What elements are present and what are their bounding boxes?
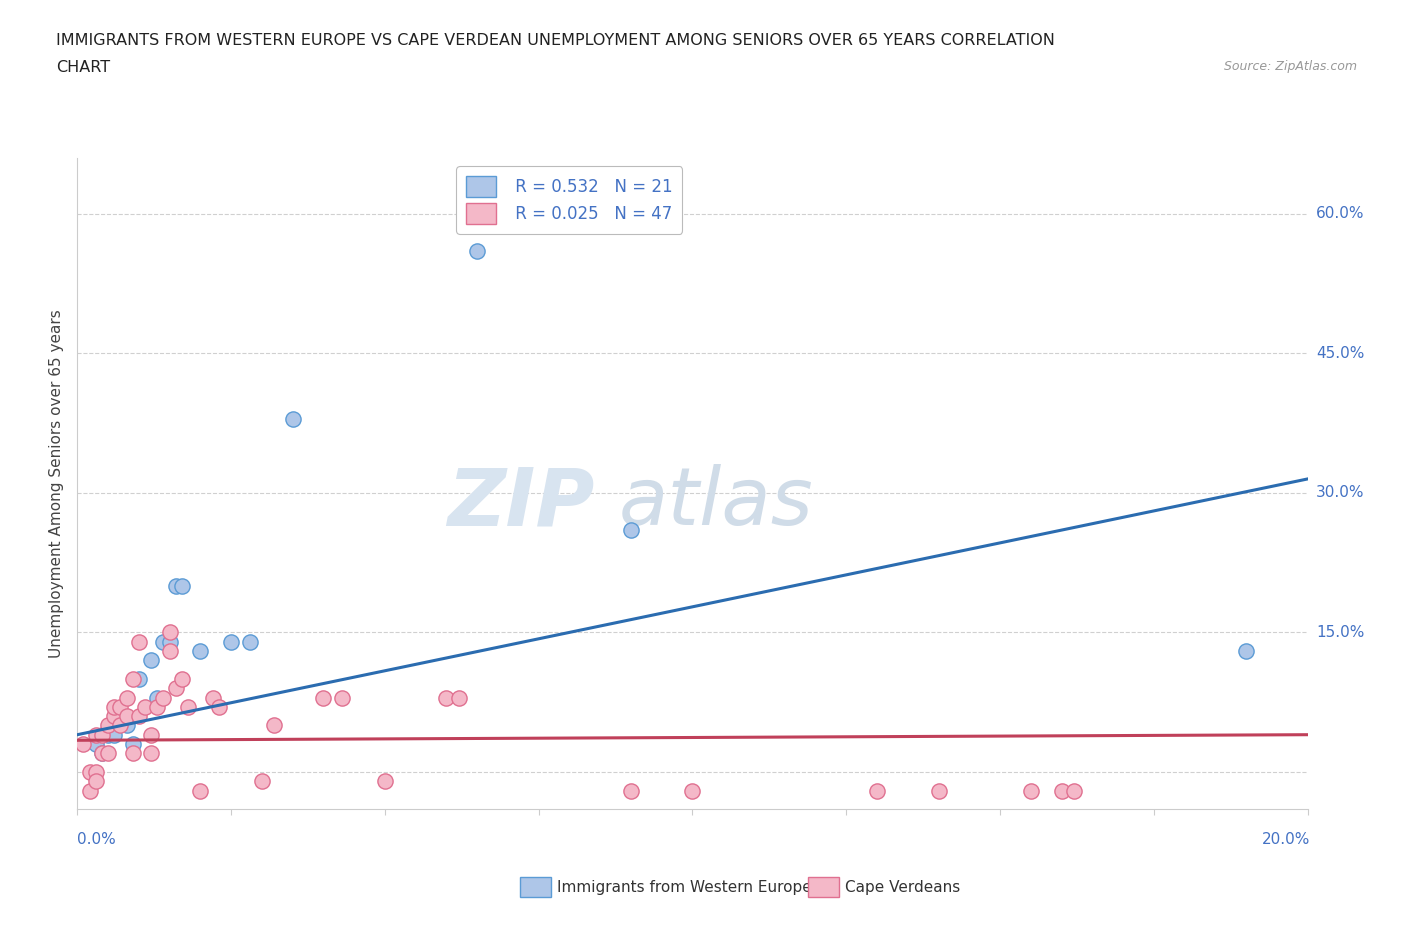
Point (141, 653, 163, 668)
Point (121, 737, 143, 751)
Point (128, 671, 150, 686)
Point (134, 699, 156, 714)
Text: CHART: CHART (56, 60, 110, 75)
Point (141, 727, 163, 742)
Point (115, 718, 138, 733)
Point (115, 690, 138, 705)
Point (170, 671, 193, 686)
Text: atlas: atlas (619, 464, 814, 542)
Point (177, 699, 200, 714)
Point (84, 774, 107, 789)
Point (115, 709, 138, 724)
Point (72, 737, 94, 751)
Point (146, 690, 169, 705)
Text: IMMIGRANTS FROM WESTERN EUROPE VS CAPE VERDEAN UNEMPLOYMENT AMONG SENIORS OVER 6: IMMIGRANTS FROM WESTERN EUROPE VS CAPE V… (56, 33, 1054, 47)
Point (620, 783, 643, 798)
Point (121, 671, 143, 686)
Point (159, 644, 181, 658)
Point (188, 644, 212, 658)
Point (165, 681, 187, 696)
Point (465, 244, 488, 259)
Point (1050, 783, 1073, 798)
Point (103, 709, 125, 724)
Point (103, 699, 125, 714)
Point (84, 764, 107, 779)
Point (103, 727, 125, 742)
Point (281, 411, 304, 426)
Point (110, 709, 132, 724)
Point (90, 727, 114, 742)
Text: 30.0%: 30.0% (1316, 485, 1364, 500)
Point (170, 578, 193, 593)
Y-axis label: Unemployment Among Seniors over 65 years: Unemployment Among Seniors over 65 years (49, 309, 65, 658)
Point (447, 690, 470, 705)
Point (620, 523, 643, 538)
Point (152, 634, 174, 649)
Point (90, 746, 114, 761)
Point (97, 746, 120, 761)
Point (201, 690, 224, 705)
Point (79, 783, 101, 798)
Text: Cape Verdeans: Cape Verdeans (845, 880, 960, 895)
Point (110, 699, 132, 714)
Point (146, 699, 169, 714)
Point (312, 690, 335, 705)
Point (97, 718, 120, 733)
Point (250, 774, 273, 789)
Text: Immigrants from Western Europe: Immigrants from Western Europe (557, 880, 811, 895)
Point (79, 764, 101, 779)
Point (84, 737, 107, 751)
Text: 15.0%: 15.0% (1316, 625, 1364, 640)
Point (208, 699, 231, 714)
Point (152, 690, 174, 705)
Point (97, 727, 120, 742)
Legend:  R = 0.532   N = 21,  R = 0.025   N = 47: R = 0.532 N = 21, R = 0.025 N = 47 (457, 166, 682, 233)
Text: 45.0%: 45.0% (1316, 346, 1364, 361)
Point (165, 578, 187, 593)
Point (1019, 783, 1042, 798)
Point (128, 709, 150, 724)
Text: ZIP: ZIP (447, 464, 595, 542)
Point (141, 746, 163, 761)
Text: 60.0%: 60.0% (1316, 206, 1364, 221)
Point (239, 634, 262, 649)
Point (188, 783, 212, 798)
Point (159, 625, 181, 640)
Point (330, 690, 353, 705)
Point (90, 746, 114, 761)
Point (374, 774, 396, 789)
Point (121, 746, 143, 761)
Point (682, 783, 704, 798)
Point (159, 634, 181, 649)
Point (1063, 783, 1085, 798)
Point (84, 727, 107, 742)
Point (128, 634, 150, 649)
Text: Source: ZipAtlas.com: Source: ZipAtlas.com (1223, 60, 1357, 73)
Point (1234, 644, 1257, 658)
Point (436, 690, 458, 705)
Point (219, 634, 242, 649)
Point (110, 718, 132, 733)
Text: 20.0%: 20.0% (1263, 832, 1310, 847)
Point (866, 783, 889, 798)
Point (263, 718, 285, 733)
Point (928, 783, 950, 798)
Text: 0.0%: 0.0% (77, 832, 117, 847)
